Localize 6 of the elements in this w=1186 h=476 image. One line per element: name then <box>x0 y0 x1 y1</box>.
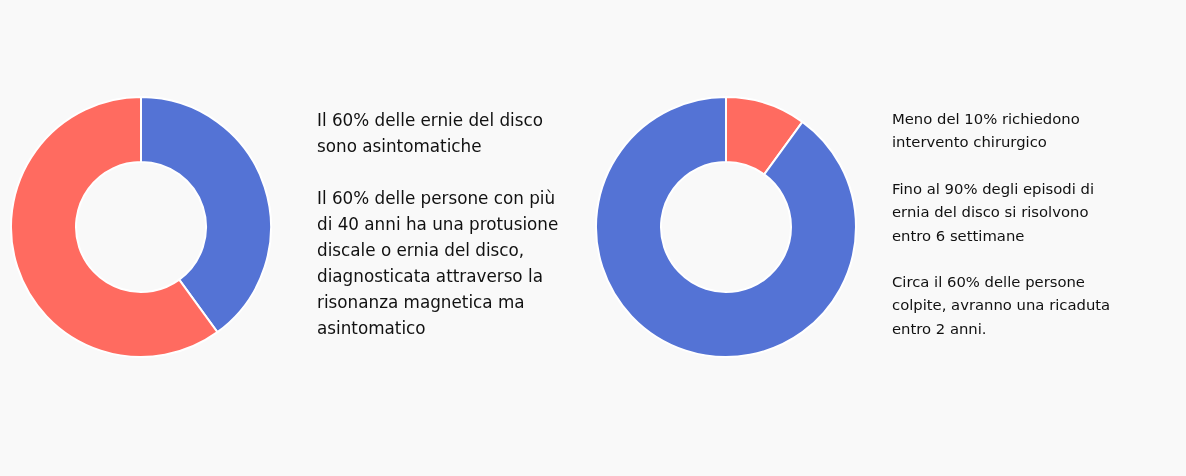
text: Il 60% delle ernie del disco sono asintomatiche <box>317 110 543 156</box>
text: Fino al 90% degli episodi di ernia del disco si risolvono entro 6 settimane <box>892 179 1095 244</box>
text: Il 60% delle persone con più di 40 anni ha una protusione discale o ernia del disco, diagnosticata attraverso la risonanza magnetica ma asintomatico <box>317 188 559 338</box>
text: Meno del 10% richiedono intervento chirurgico <box>892 110 1080 151</box>
donut-slice <box>595 96 857 358</box>
text: Circa il 60% delle persone colpite, avranno una ricaduta entro 2 anni. <box>892 273 1111 337</box>
